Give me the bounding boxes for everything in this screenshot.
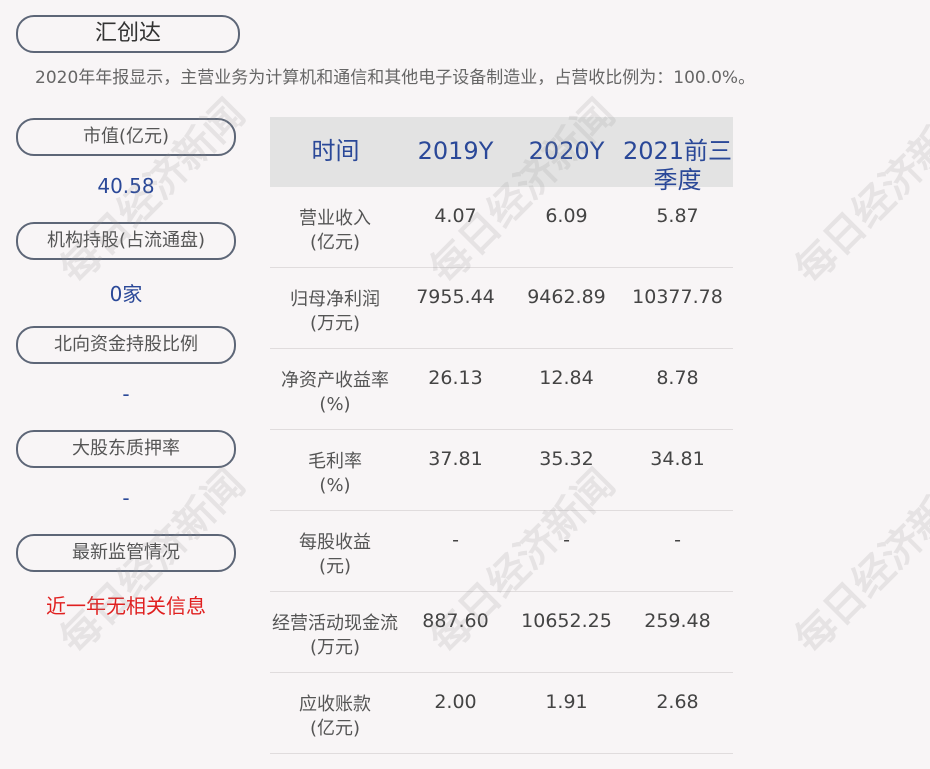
header-2020: 2020Y xyxy=(528,137,605,165)
row-label: 营业收入 (亿元) xyxy=(299,208,371,253)
watermark: 每日经济新闻 xyxy=(786,460,930,663)
company-name: 汇创达 xyxy=(16,15,240,53)
table-row: 毛利率 (%) 37.81 35.32 34.81 xyxy=(270,430,733,511)
table-cell: 887.60 xyxy=(422,610,489,632)
row-label: 净资产收益率 (%) xyxy=(281,370,389,415)
business-description: 2020年年报显示，主营业务为计算机和通信和其他电子设备制造业，占营收比例为：1… xyxy=(35,68,756,88)
watermark: 每日经济新闻 xyxy=(786,90,930,293)
header-2021q3: 2021前三季度 xyxy=(622,137,733,194)
table-row: 净资产收益率 (%) 26.13 12.84 8.78 xyxy=(270,349,733,430)
table-row: 应收账款 (亿元) 2.00 1.91 2.68 xyxy=(270,673,733,754)
table-cell: 12.84 xyxy=(539,367,594,389)
table-header: 时间 2019Y 2020Y 2021前三季度 xyxy=(270,117,733,194)
financial-table: 时间 2019Y 2020Y 2021前三季度 营业收入 (亿元) 4.07 6.0… xyxy=(270,117,733,754)
table-cell: 2.68 xyxy=(656,691,699,713)
table-cell: 37.81 xyxy=(428,448,483,470)
table-cell: 6.09 xyxy=(545,205,588,227)
table-cell: 259.48 xyxy=(644,610,711,632)
row-label: 归母净利润 (万元) xyxy=(290,289,380,334)
metric-label: 机构持股(占流通盘) xyxy=(16,222,236,260)
metric-value: - xyxy=(122,382,130,406)
metric-label: 大股东质押率 xyxy=(16,430,236,468)
metric-value: 0家 xyxy=(109,282,143,306)
table-cell: 4.07 xyxy=(434,205,477,227)
table-cell: - xyxy=(452,529,459,551)
table-row: 经营活动现金流 (万元) 887.60 10652.25 259.48 xyxy=(270,592,733,673)
table-cell: 8.78 xyxy=(656,367,699,389)
row-label: 每股收益 (元) xyxy=(299,532,371,577)
table-cell: - xyxy=(563,529,570,551)
metric-label: 北向资金持股比例 xyxy=(16,326,236,364)
header-time: 时间 xyxy=(311,137,360,165)
table-cell: 2.00 xyxy=(434,691,477,713)
table-row: 归母净利润 (万元) 7955.44 9462.89 10377.78 xyxy=(270,268,733,349)
row-label: 应收账款 (亿元) xyxy=(299,694,371,739)
table-row: 每股收益 (元) - - - xyxy=(270,511,733,592)
metric-label: 最新监管情况 xyxy=(16,534,236,572)
metric-value: - xyxy=(122,486,130,510)
metric-value: 40.58 xyxy=(97,174,155,198)
table-cell: 9462.89 xyxy=(527,286,606,308)
table-cell: 35.32 xyxy=(539,448,594,470)
metric-label: 市值(亿元) xyxy=(16,118,236,156)
metric-value: 近一年无相关信息 xyxy=(46,594,206,618)
table-cell: 10377.78 xyxy=(632,286,723,308)
table-cell: 10652.25 xyxy=(521,610,612,632)
table-cell: 1.91 xyxy=(545,691,588,713)
table-cell: 5.87 xyxy=(656,205,699,227)
table-cell: 7955.44 xyxy=(416,286,495,308)
row-label: 经营活动现金流 (万元) xyxy=(272,613,398,658)
table-cell: - xyxy=(674,529,681,551)
table-cell: 34.81 xyxy=(650,448,705,470)
row-label: 毛利率 (%) xyxy=(308,451,362,496)
table-row: 营业收入 (亿元) 4.07 6.09 5.87 xyxy=(270,187,733,268)
table-cell: 26.13 xyxy=(428,367,483,389)
header-2019: 2019Y xyxy=(417,137,494,165)
